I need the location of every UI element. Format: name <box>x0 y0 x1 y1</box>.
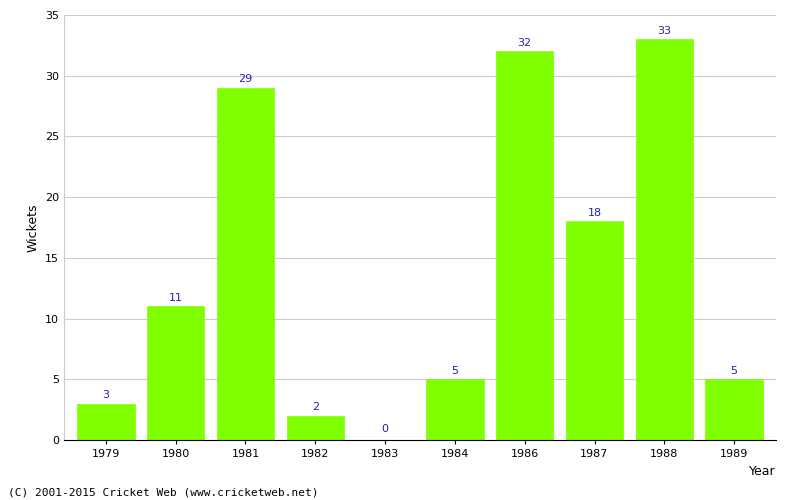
Text: 5: 5 <box>730 366 738 376</box>
Text: 0: 0 <box>382 424 389 434</box>
X-axis label: Year: Year <box>750 464 776 477</box>
Text: 18: 18 <box>587 208 602 218</box>
Bar <box>636 40 693 440</box>
Bar <box>706 380 762 440</box>
Text: 5: 5 <box>451 366 458 376</box>
Text: (C) 2001-2015 Cricket Web (www.cricketweb.net): (C) 2001-2015 Cricket Web (www.cricketwe… <box>8 488 318 498</box>
Bar <box>217 88 274 440</box>
Text: 33: 33 <box>658 26 671 36</box>
Bar <box>147 306 204 440</box>
Text: 29: 29 <box>238 74 253 84</box>
Text: 32: 32 <box>518 38 532 48</box>
Y-axis label: Wickets: Wickets <box>26 203 39 252</box>
Bar <box>426 380 483 440</box>
Bar <box>496 52 554 440</box>
Text: 11: 11 <box>169 293 182 303</box>
Bar <box>78 404 134 440</box>
Bar <box>566 222 623 440</box>
Text: 2: 2 <box>312 402 319 412</box>
Text: 3: 3 <box>102 390 110 400</box>
Bar <box>286 416 344 440</box>
